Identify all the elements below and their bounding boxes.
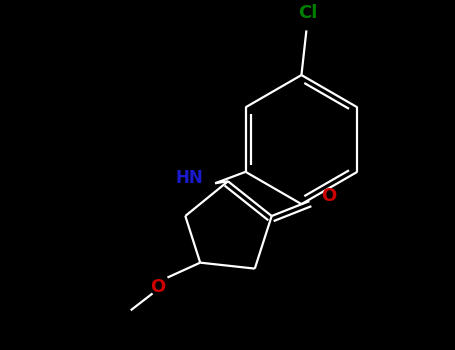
Text: O: O xyxy=(321,187,337,205)
Text: HN: HN xyxy=(176,169,203,187)
Text: O: O xyxy=(150,279,165,296)
Text: Cl: Cl xyxy=(298,5,317,22)
